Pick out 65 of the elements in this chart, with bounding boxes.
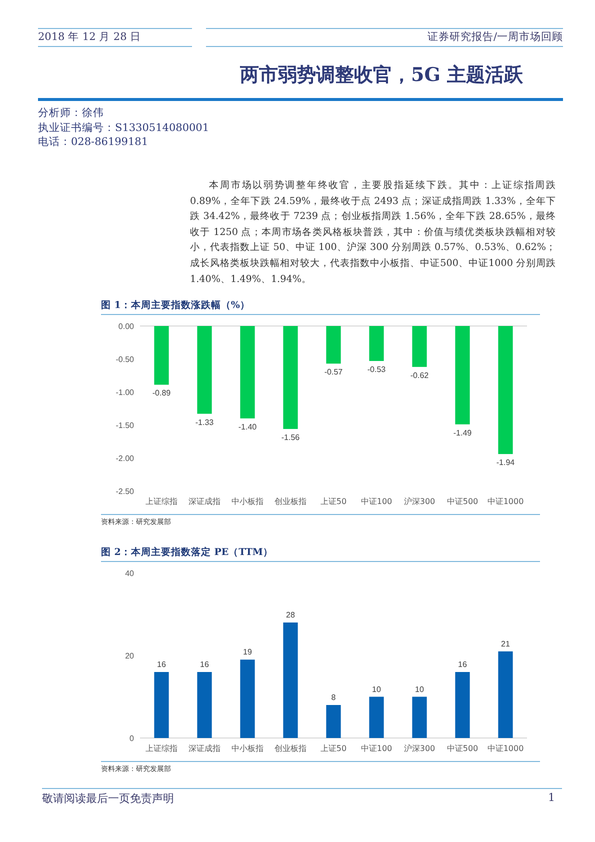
- y-tick-label: -0.50: [116, 355, 135, 364]
- x-tick-label: 中证500: [446, 744, 478, 753]
- x-tick-label: 沪深300: [404, 744, 436, 753]
- data-label: 10: [372, 684, 382, 694]
- y-tick-label: 20: [125, 652, 135, 660]
- x-tick-label: 上证综指: [146, 497, 178, 506]
- x-tick-label: 中小板指: [232, 497, 264, 506]
- x-tick-label: 中证100: [360, 744, 392, 753]
- data-label: 16: [157, 660, 166, 669]
- data-label: 16: [458, 660, 468, 669]
- chart-title: 图 1：本周主要指数涨跌幅（%）: [101, 299, 250, 312]
- bar: [240, 660, 255, 738]
- bar: [326, 705, 341, 738]
- data-label: 8: [331, 693, 336, 702]
- x-tick-label: 中证1000: [487, 744, 524, 753]
- data-label: -0.89: [152, 388, 172, 398]
- x-tick-label: 沪深300: [404, 497, 436, 506]
- text: 2018 年 12 月 28 日: [38, 30, 142, 44]
- y-tick-label: 0.00: [118, 322, 135, 331]
- text: 电话：028-86199181: [38, 135, 148, 149]
- data-label: -0.62: [410, 370, 430, 380]
- bar: [369, 696, 384, 738]
- data-label: -1.49: [453, 428, 472, 438]
- x-tick-label: 中小板指: [232, 744, 264, 753]
- text: 执业证书编号：S1330514080001: [38, 120, 210, 134]
- y-tick-label: -2.00: [116, 454, 135, 463]
- bar: [283, 622, 298, 738]
- bar: [197, 672, 212, 738]
- data-label: 28: [286, 610, 296, 620]
- x-tick-label: 上证综指: [146, 744, 178, 753]
- data-label: 21: [501, 639, 510, 648]
- bar: [455, 672, 470, 738]
- y-tick-label: -2.50: [116, 487, 135, 496]
- x-tick-label: 上证50: [320, 497, 347, 506]
- data-label: 16: [200, 660, 210, 669]
- chart-title: 图 2：本周主要指数落定 PE（TTM）: [101, 546, 273, 559]
- data-label: 10: [415, 684, 424, 694]
- text: 1: [548, 791, 555, 804]
- x-tick-label: 上证50: [320, 744, 347, 753]
- text: 本周市场以弱势调整年终收官，主要股指延续下跌。其中：上证综指周跌 0.89%，全年下跌 24.59%，最终收于点 2493 点；深证成指周跌 1.33%，全年下跌 34.42%，最终收于 7239 点；创业板指周跌 1.56%，全年下跌 28.65%，最终收于 1250 点；本周市场各类风格板块普跌，其中：价值与绩优类板块跌幅相对较小，代表指数上证 50、中证 100、沪深 300 分别周跌 0.57%、0.53%、0.62%；成长风格类板块跌幅相对较大，代表指数中小板指、中证500、中证1000 分别周跌 1.40%、1.49%、1.94%。: [190, 179, 556, 287]
- x-tick-label: 中证100: [360, 497, 392, 506]
- data-label: -1.40: [238, 422, 258, 432]
- data-label: -0.53: [367, 364, 386, 374]
- bar: [498, 651, 513, 738]
- data-label: -0.57: [324, 368, 344, 377]
- text: 证券研究报告/一周市场回顾: [427, 30, 563, 44]
- y-tick-label: 0: [130, 734, 135, 743]
- data-label: -1.33: [195, 418, 214, 427]
- x-tick-label: 深证成指: [188, 497, 220, 506]
- text: 两市弱势调整收官，5G 主题活跃: [238, 63, 524, 88]
- text: 分析师：徐伟: [38, 106, 104, 120]
- bar: [412, 696, 427, 738]
- data-label: -1.56: [281, 432, 300, 442]
- y-tick-label: 40: [125, 569, 135, 578]
- x-tick-label: 深证成指: [188, 744, 220, 753]
- text: 敬请阅读最后一页免责声明: [42, 791, 174, 806]
- x-tick-label: 中证500: [446, 497, 478, 506]
- x-tick-label: 中证1000: [487, 497, 524, 506]
- bar: [154, 672, 169, 738]
- x-tick-label: 创业板指: [274, 744, 306, 753]
- y-tick-label: -1.00: [116, 388, 135, 397]
- y-tick-label: -1.50: [116, 421, 135, 430]
- data-label: 19: [243, 648, 252, 657]
- data-label: -1.94: [496, 458, 516, 468]
- x-tick-label: 创业板指: [274, 497, 306, 506]
